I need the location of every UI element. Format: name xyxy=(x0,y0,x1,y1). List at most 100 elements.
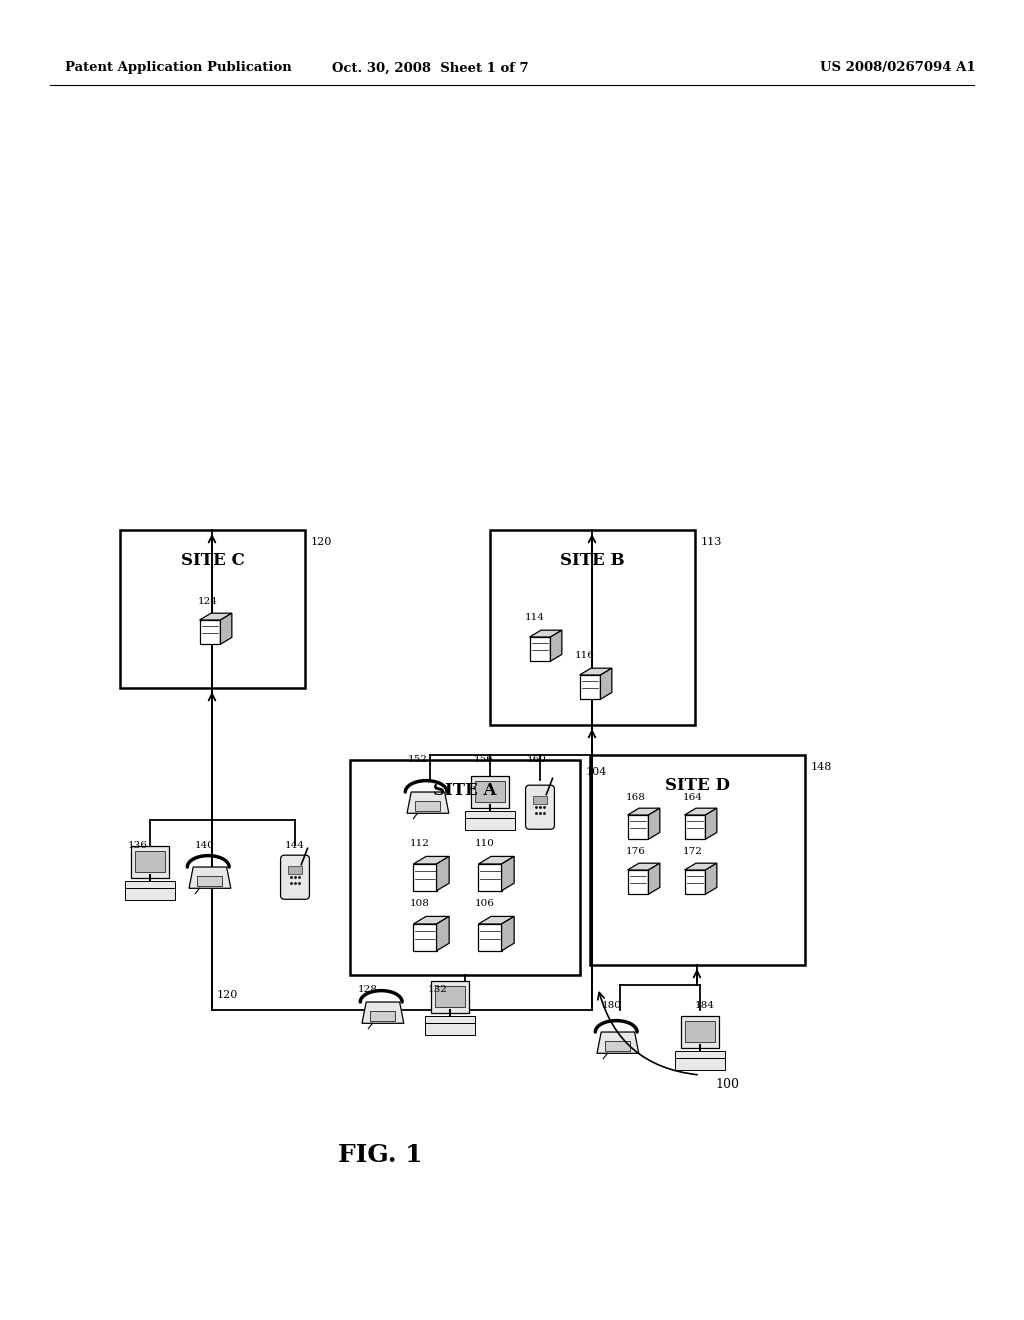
Polygon shape xyxy=(706,808,717,840)
Text: US 2008/0267094 A1: US 2008/0267094 A1 xyxy=(820,62,976,74)
Text: 106: 106 xyxy=(475,899,495,908)
Text: 104: 104 xyxy=(586,767,607,777)
Bar xyxy=(135,851,165,871)
Text: 108: 108 xyxy=(410,899,430,908)
FancyArrowPatch shape xyxy=(598,993,697,1074)
Polygon shape xyxy=(551,630,562,661)
Polygon shape xyxy=(529,630,562,638)
Text: 172: 172 xyxy=(683,847,702,857)
Bar xyxy=(371,1011,395,1020)
Polygon shape xyxy=(414,857,450,865)
Polygon shape xyxy=(436,916,450,950)
Polygon shape xyxy=(414,865,436,891)
Bar xyxy=(681,1016,719,1048)
Bar xyxy=(490,531,695,725)
Text: SITE B: SITE B xyxy=(560,552,625,569)
Text: 132: 132 xyxy=(428,986,447,994)
Bar xyxy=(590,755,805,965)
Text: 114: 114 xyxy=(525,612,545,622)
Polygon shape xyxy=(436,857,450,891)
Text: Oct. 30, 2008  Sheet 1 of 7: Oct. 30, 2008 Sheet 1 of 7 xyxy=(332,62,528,74)
Polygon shape xyxy=(580,675,600,700)
Polygon shape xyxy=(414,924,436,950)
FancyBboxPatch shape xyxy=(281,855,309,899)
Polygon shape xyxy=(648,863,659,894)
Text: 156: 156 xyxy=(474,755,494,764)
Polygon shape xyxy=(478,857,514,865)
Text: 168: 168 xyxy=(626,792,646,801)
Bar xyxy=(425,1015,475,1023)
Bar xyxy=(685,1020,715,1041)
Polygon shape xyxy=(478,916,514,924)
Polygon shape xyxy=(362,1002,403,1023)
Text: 116: 116 xyxy=(575,651,595,660)
Bar xyxy=(431,981,469,1014)
Text: 124: 124 xyxy=(198,598,218,606)
Text: 110: 110 xyxy=(475,838,495,847)
Text: 148: 148 xyxy=(811,762,833,772)
Polygon shape xyxy=(414,916,450,924)
Text: SITE C: SITE C xyxy=(180,552,245,569)
Polygon shape xyxy=(628,863,659,870)
Text: SITE D: SITE D xyxy=(665,777,730,795)
Text: 180: 180 xyxy=(602,1001,622,1010)
Polygon shape xyxy=(706,863,717,894)
Polygon shape xyxy=(529,638,551,661)
Polygon shape xyxy=(685,870,706,894)
Bar xyxy=(675,1051,725,1057)
Polygon shape xyxy=(597,1032,639,1053)
Polygon shape xyxy=(628,808,659,814)
Bar xyxy=(125,888,175,900)
Polygon shape xyxy=(200,614,231,620)
Bar xyxy=(416,801,440,810)
Polygon shape xyxy=(685,863,717,870)
Polygon shape xyxy=(407,792,449,813)
FancyBboxPatch shape xyxy=(525,785,554,829)
Polygon shape xyxy=(502,857,514,891)
Text: 128: 128 xyxy=(358,986,378,994)
Polygon shape xyxy=(628,814,648,840)
Text: 140: 140 xyxy=(195,841,215,850)
Text: SITE A: SITE A xyxy=(433,781,497,799)
Bar xyxy=(532,796,547,804)
Text: 144: 144 xyxy=(285,841,305,850)
Polygon shape xyxy=(478,865,502,891)
Bar xyxy=(675,1059,725,1069)
Polygon shape xyxy=(600,668,612,700)
Text: 160: 160 xyxy=(527,755,547,764)
Bar xyxy=(120,531,305,688)
Bar xyxy=(131,846,169,878)
Polygon shape xyxy=(200,620,220,644)
Bar xyxy=(125,880,175,887)
Polygon shape xyxy=(628,870,648,894)
Bar xyxy=(198,876,222,886)
Bar xyxy=(350,760,580,975)
Polygon shape xyxy=(580,668,612,675)
Polygon shape xyxy=(189,867,230,888)
Polygon shape xyxy=(685,808,717,814)
Polygon shape xyxy=(502,916,514,950)
Text: FIG. 1: FIG. 1 xyxy=(338,1143,422,1167)
Bar xyxy=(288,866,302,874)
Text: 100: 100 xyxy=(715,1078,739,1092)
Text: 113: 113 xyxy=(701,537,722,546)
Text: Patent Application Publication: Patent Application Publication xyxy=(65,62,292,74)
Bar xyxy=(465,818,515,830)
Bar xyxy=(465,810,515,817)
Text: 176: 176 xyxy=(626,847,646,857)
Text: 152: 152 xyxy=(408,755,428,764)
Bar xyxy=(605,1041,631,1051)
Polygon shape xyxy=(478,924,502,950)
Polygon shape xyxy=(220,614,231,644)
Text: 184: 184 xyxy=(695,1001,715,1010)
Bar xyxy=(471,776,509,808)
Bar xyxy=(435,986,465,1007)
Polygon shape xyxy=(648,808,659,840)
Text: 120: 120 xyxy=(311,537,333,546)
Text: 136: 136 xyxy=(128,841,147,850)
Bar xyxy=(475,780,505,801)
Bar xyxy=(425,1023,475,1035)
Polygon shape xyxy=(685,814,706,840)
Text: 112: 112 xyxy=(410,838,430,847)
Text: 164: 164 xyxy=(683,792,702,801)
